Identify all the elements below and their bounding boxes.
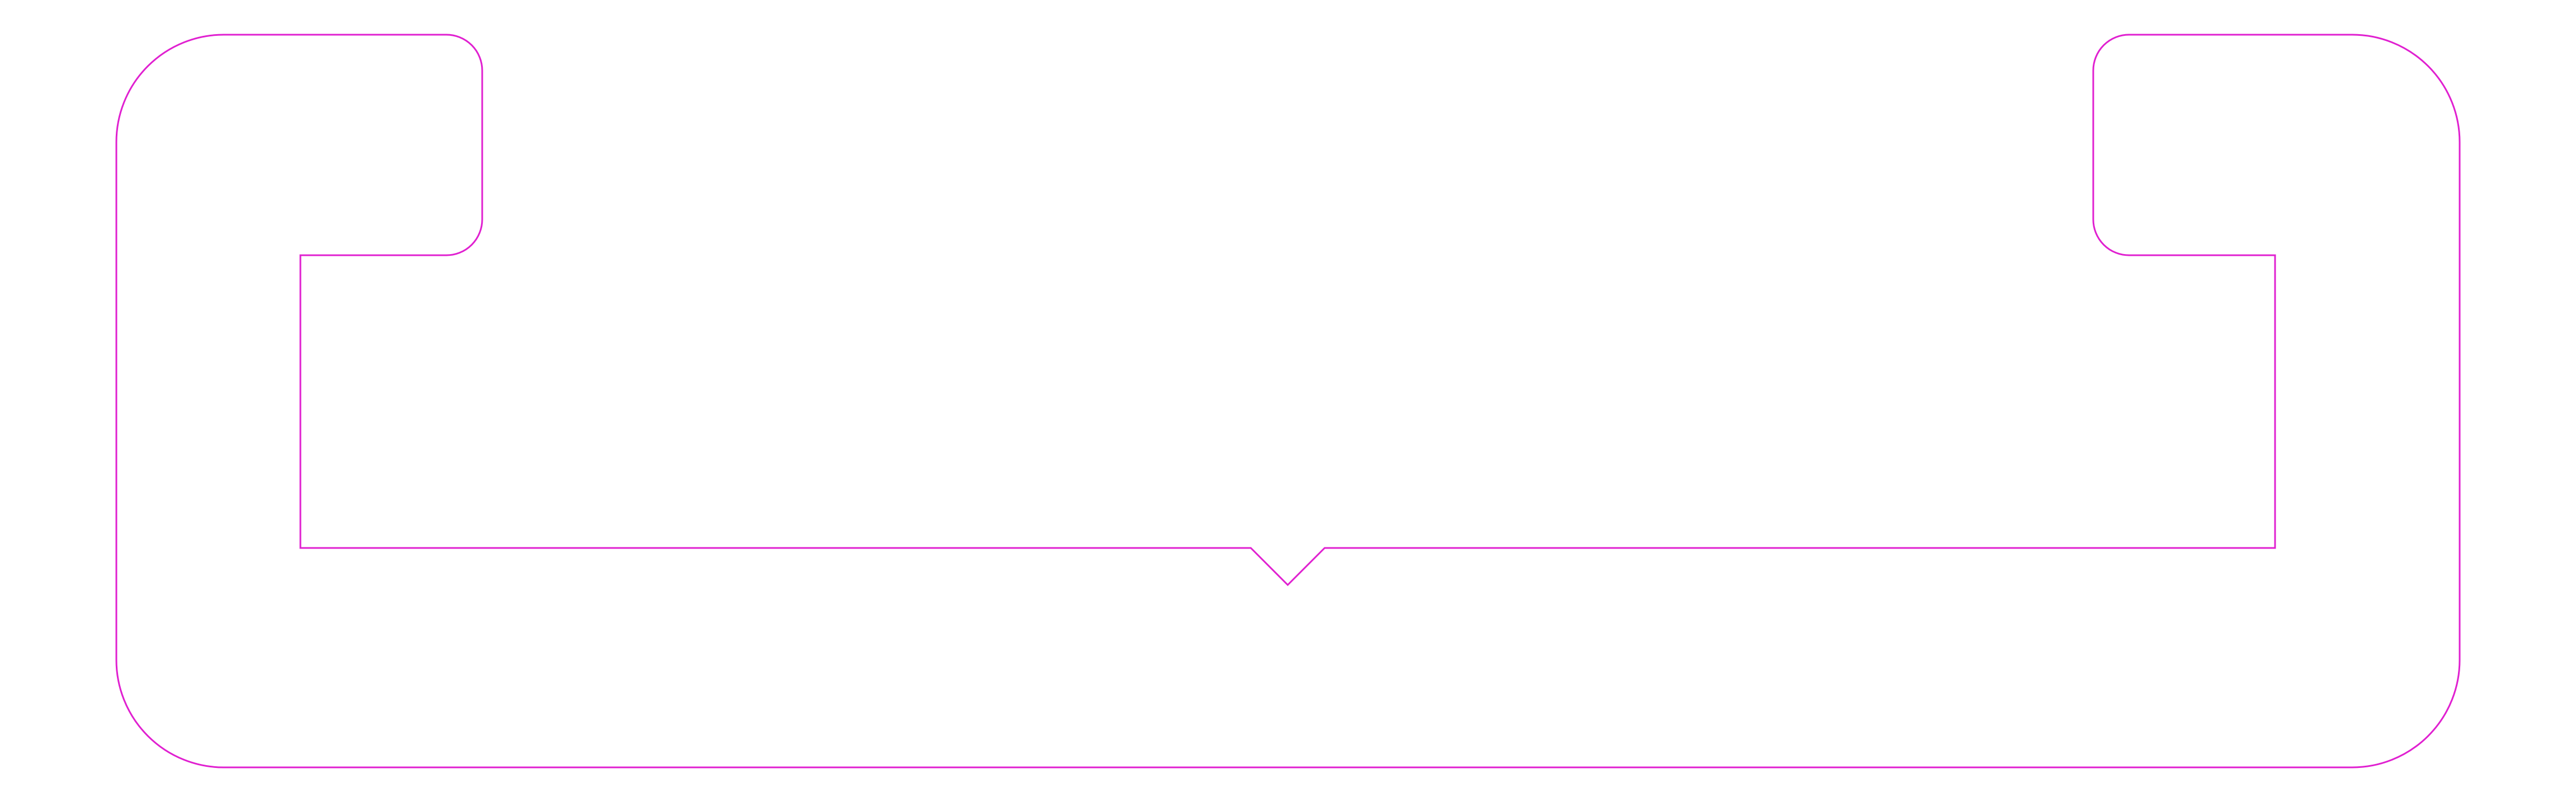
channel-profile-outline [115,34,2461,768]
